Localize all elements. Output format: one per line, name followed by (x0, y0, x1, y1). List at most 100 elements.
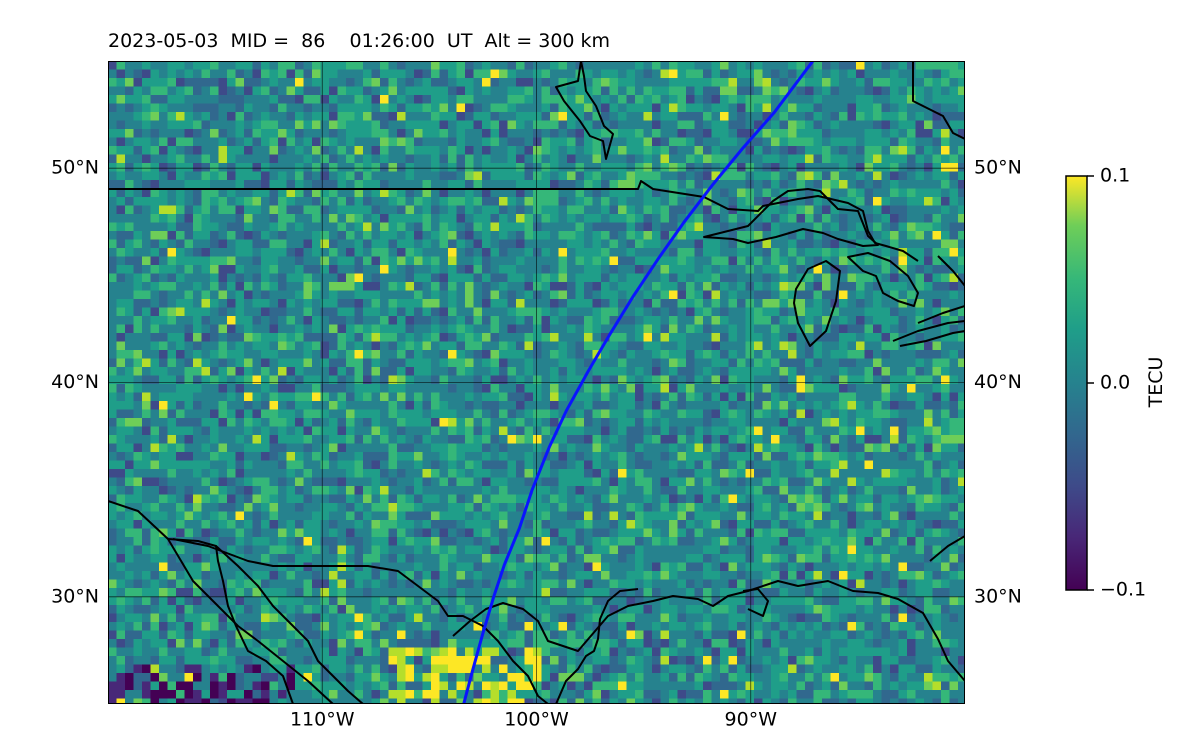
tec-cell (482, 324, 491, 334)
tec-cell (380, 477, 389, 487)
tec-cell (150, 103, 160, 113)
tec-cell (575, 341, 585, 351)
tec-cell (278, 78, 287, 87)
tec-cell (924, 426, 933, 436)
tec-cell (660, 443, 670, 453)
tec-cell (703, 418, 712, 427)
tec-cell (303, 452, 313, 461)
tec-cell (176, 197, 185, 206)
tec-cell (312, 180, 321, 189)
tec-cell (541, 154, 551, 164)
tec-cell (669, 95, 678, 104)
tec-cell (337, 69, 347, 79)
tec-cell (762, 231, 772, 240)
tec-cell (150, 78, 160, 87)
tec-cell (388, 205, 398, 215)
tec-cell (269, 248, 279, 257)
tec-cell (584, 452, 593, 461)
tec-cell (312, 248, 321, 257)
tec-cell (397, 197, 406, 206)
tec-cell (779, 112, 789, 121)
tec-cell (907, 341, 916, 351)
tec-cell (609, 197, 619, 206)
tec-cell (218, 197, 228, 206)
tec-cell (125, 61, 134, 70)
tec-cell (839, 222, 848, 232)
tec-cell (193, 248, 202, 257)
tec-cell (796, 316, 806, 325)
tec-cell (592, 95, 602, 104)
tec-cell (371, 409, 381, 419)
tec-cell (822, 375, 831, 385)
tec-cell (278, 205, 287, 215)
tec-cell (414, 426, 423, 436)
tec-cell (575, 137, 585, 147)
tec-cell (524, 129, 534, 138)
tec-cell (439, 231, 449, 240)
tec-cell (618, 290, 627, 300)
tec-cell (439, 435, 449, 444)
tec-cell (796, 129, 806, 138)
tec-cell (881, 180, 891, 189)
tec-cell (771, 384, 780, 393)
tec-cell (303, 418, 313, 427)
tec-cell (320, 154, 330, 164)
tec-cell (261, 86, 270, 96)
tec-cell (499, 282, 508, 291)
tec-cell (873, 180, 882, 189)
tec-cell (244, 469, 253, 478)
tec-cell (303, 316, 313, 325)
tec-cell (354, 375, 364, 385)
tec-cell (737, 231, 746, 240)
tec-cell (184, 222, 194, 232)
tec-cell (745, 214, 755, 223)
tec-cell (473, 112, 483, 121)
tec-cell (201, 324, 211, 334)
tec-cell (439, 248, 449, 257)
tec-cell (150, 409, 160, 419)
tec-cell (601, 103, 610, 113)
tec-cell (584, 469, 593, 478)
tec-cell (380, 409, 389, 419)
tec-cell (864, 375, 874, 385)
tec-cell (329, 290, 338, 300)
tec-cell (244, 460, 253, 470)
tec-cell (414, 95, 423, 104)
tec-cell (201, 384, 211, 393)
tec-cell (881, 214, 891, 223)
tec-cell (720, 61, 729, 70)
tec-cell (635, 452, 644, 461)
tec-cell (609, 265, 619, 274)
tec-cell (533, 316, 542, 325)
tec-cell (771, 205, 780, 215)
tec-cell (244, 265, 253, 274)
tec-cell (210, 239, 219, 249)
tec-cell (507, 256, 517, 266)
tec-cell (762, 78, 772, 87)
tec-cell (278, 197, 287, 206)
tec-cell (167, 358, 177, 368)
tec-cell (363, 409, 372, 419)
tec-cell (499, 409, 508, 419)
tec-cell (558, 409, 568, 419)
tec-cell (601, 163, 610, 172)
tec-cell (669, 69, 678, 79)
tec-cell (652, 61, 661, 70)
tec-cell (762, 95, 772, 104)
tec-cell (567, 61, 576, 70)
tec-cell (898, 273, 908, 283)
tec-cell (601, 273, 610, 283)
tec-cell (337, 435, 347, 444)
tec-cell (210, 137, 219, 147)
tec-cell (873, 95, 882, 104)
tec-cell (439, 265, 449, 274)
tec-cell (125, 401, 134, 410)
tec-cell (354, 477, 364, 487)
tec-cell (295, 231, 304, 240)
tec-cell (932, 137, 942, 147)
tec-cell (779, 256, 789, 266)
tec-cell (388, 61, 398, 70)
tec-cell (482, 120, 491, 130)
tec-cell (218, 341, 228, 351)
tec-cell (677, 248, 687, 257)
